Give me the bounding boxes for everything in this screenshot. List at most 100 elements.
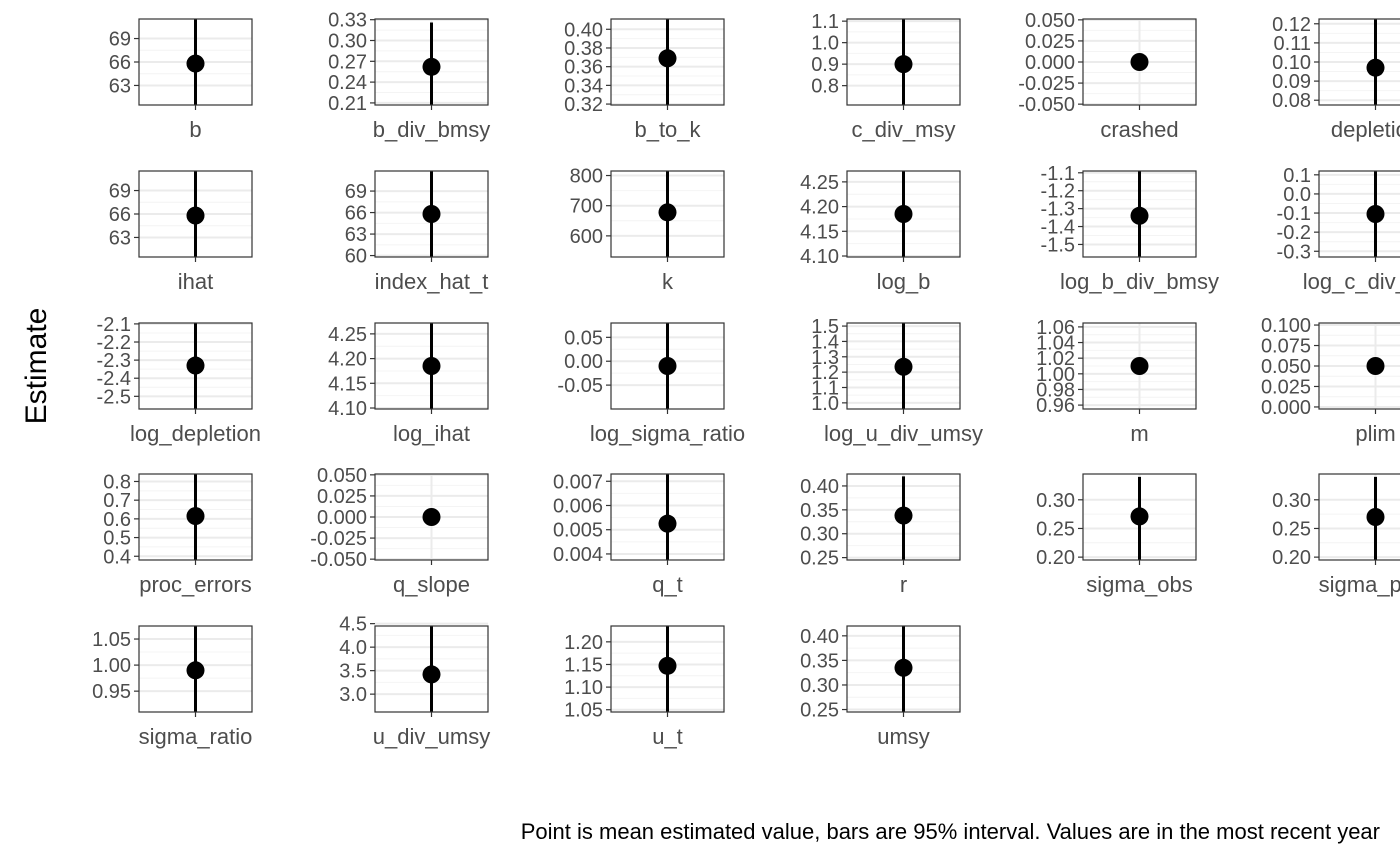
y-tick-label: 1.20 [564,632,603,654]
mean-point [894,658,913,677]
panel-label: b_div_bmsy [373,117,490,142]
panel-depletion: 0.080.090.100.110.12 depletion [1272,14,1400,142]
y-tick-label: 0.025 [1261,376,1311,398]
y-tick-label: 0.10 [1272,52,1311,74]
mean-point [1130,357,1149,375]
panel-log_sigma_ratio: -0.050.000.05 log_sigma_ratio [557,322,745,446]
y-axis-title: Estimate [20,308,53,425]
y-tick-label: 63 [109,227,131,249]
y-tick-label: -0.3 [1277,241,1311,263]
y-tick-label: 0.075 [1261,336,1311,358]
mean-point [1366,58,1385,77]
mean-point [658,656,677,675]
mean-point [422,205,441,223]
y-tick-label: 0.000 [317,507,367,529]
y-tick-label: 0.08 [1272,90,1311,112]
panel-label: sigma_ratio [139,724,253,749]
panel-umsy: 0.25 0.30 0.350.40 umsy [800,625,961,749]
y-tick-label: -1.3 [1041,199,1075,221]
panel-k: 600 700 800 k [570,166,725,294]
y-tick-label: 66 [109,52,131,74]
y-tick-label: 0.33 [328,10,367,32]
y-tick-label: 0.40 [564,19,603,41]
y-tick-label: 1.00 [1036,364,1075,386]
y-tick-label: 0.30 [1036,490,1075,512]
y-tick-label: 1.0 [811,33,839,55]
y-tick-label: 0.35 [800,650,839,672]
panel-label: log_b [877,269,931,294]
y-tick-label: 0.38 [564,38,603,60]
y-tick-label: 69 [109,29,131,51]
y-tick-label: -0.05 [557,375,603,397]
y-tick-label: 1.3 [811,347,839,369]
y-tick-label: -0.1 [1277,203,1311,225]
y-tick-label: 0.25 [1036,518,1075,540]
y-tick-label: 0.96 [1036,395,1075,417]
y-tick-label: 63 [345,224,367,246]
y-tick-label: 0.025 [1025,31,1075,53]
panel-label: log_b_div_bmsy [1060,269,1219,294]
y-tick-label: 0.007 [553,471,603,493]
y-tick-label: 0.050 [317,465,367,487]
figure-caption: Point is mean estimated value, bars are … [521,819,1380,844]
mean-point [1366,357,1385,375]
y-tick-label: 4.20 [328,349,367,371]
y-tick-label: -1.5 [1041,234,1075,256]
mean-point [186,206,205,225]
y-tick-label: 69 [345,181,367,203]
panel-log_ihat: 4.10 4.154.20 4.25 log_ihat [328,322,489,446]
y-tick-label: 700 [570,196,603,218]
panel-label: proc_errors [139,572,251,597]
panel-log_c_div_msy: -0.3-0.2-0.10.00.1 log_c_div_msy [1277,165,1400,294]
y-tick-label: 0.30 [800,524,839,546]
panel-label: b [189,117,201,142]
y-tick-label: 0.20 [1036,547,1075,569]
panel-label: log_u_div_umsy [824,421,983,446]
mean-point [422,665,441,684]
y-tick-label: 63 [109,75,131,97]
y-tick-label: 0.95 [92,681,131,703]
panel-label: ihat [178,269,213,294]
panel-background [1319,474,1400,560]
y-tick-label: 4.10 [800,246,839,268]
mean-point [1130,206,1149,225]
y-tick-label: 0.050 [1261,356,1311,378]
y-tick-label: 0.34 [564,75,603,97]
y-tick-label: 4.15 [800,221,839,243]
y-tick-label: 0.00 [564,351,603,373]
panel-sigma_proc: 0.20 0.25 0.30 sigma_proc [1272,473,1400,597]
y-tick-label: 0.0 [1283,184,1311,206]
panel-label: index_hat_t [375,269,489,294]
mean-point [658,514,677,533]
y-tick-label: 0.6 [103,509,131,531]
y-tick-label: 0.100 [1261,315,1311,337]
y-tick-label: 1.0 [811,393,839,415]
y-tick-label: 0.7 [103,490,131,512]
y-tick-label: -2.2 [97,332,131,354]
y-tick-label: 1.4 [811,331,839,353]
y-tick-label: 0.21 [328,93,367,115]
panel-log_b: 4.10 4.154.20 4.25 log_b [800,170,961,294]
y-tick-label: 0.006 [553,495,603,517]
y-tick-label: 1.10 [564,677,603,699]
panel-label: plim [1355,421,1395,446]
panel-label: depletion [1331,117,1400,142]
mean-point [658,49,677,68]
y-tick-label: 0.8 [103,471,131,493]
mean-point [186,54,205,73]
y-tick-label: 1.5 [811,316,839,338]
panels-layer: 636669b0.210.240.270.300.33b_div_bmsy0.3… [92,10,1400,749]
y-tick-label: 0.4 [103,546,131,568]
mean-point [1130,507,1149,526]
panel-label: m [1130,421,1148,446]
y-tick-label: 600 [570,226,603,248]
mean-point [894,55,913,74]
y-tick-label: 4.25 [328,324,367,346]
y-tick-label: 0.004 [553,544,603,566]
panel-label: q_slope [393,572,470,597]
y-tick-label: 0.8 [811,76,839,98]
y-tick-label: -0.050 [310,549,367,571]
